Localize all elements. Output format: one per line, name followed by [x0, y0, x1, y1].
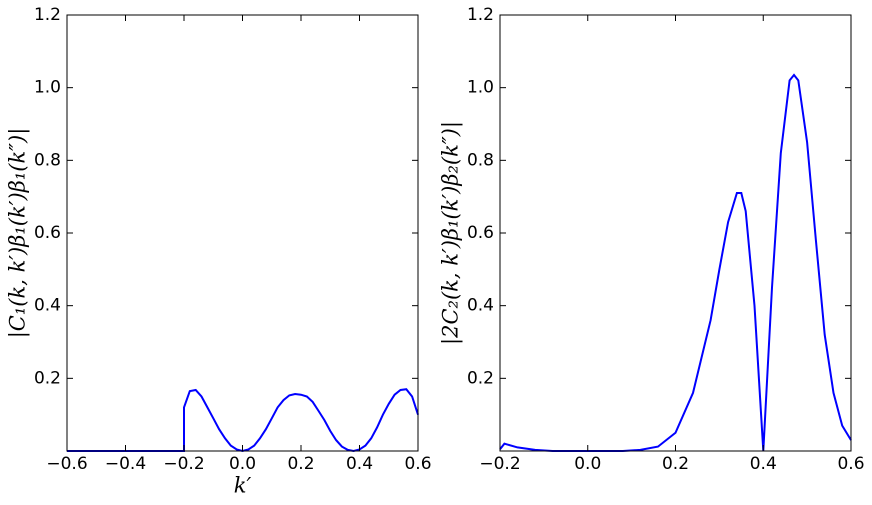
y-tick-label: 0.4 — [34, 296, 61, 316]
y-tick-label: 0.8 — [34, 150, 61, 170]
x-tick-label: 0.6 — [404, 454, 431, 474]
y-tick-label: 0.2 — [34, 368, 61, 388]
y-tick-label: 0.8 — [467, 150, 494, 170]
x-tick-label: 0.6 — [837, 454, 864, 474]
plot-frame — [66, 14, 419, 452]
y-tick-label: 0.6 — [467, 223, 494, 243]
x-tick-label: −0.4 — [105, 454, 146, 474]
data-line — [67, 388, 419, 453]
x-tick-label: −0.2 — [163, 454, 204, 474]
x-tick-label: 0.0 — [574, 454, 601, 474]
y-tick-label: 1.0 — [34, 78, 61, 98]
y-tick-label: 1.2 — [34, 5, 61, 25]
y-axis-label: |C₁(k, k′)β₁(k′)β₁(k″)| — [6, 128, 31, 339]
x-tick-label: 0.4 — [750, 454, 777, 474]
data-line — [499, 73, 852, 452]
y-tick-label: 1.0 — [467, 78, 494, 98]
x-tick-label: 0.2 — [287, 454, 314, 474]
y-axis-label: |2C₂(k, k′)β₁(k′)β₂(k″)| — [439, 121, 464, 345]
y-tick-label: 0.6 — [34, 223, 61, 243]
x-axis-label: k′ — [234, 474, 252, 498]
y-tick-label: 0.4 — [467, 296, 494, 316]
x-tick-label: −0.2 — [479, 454, 520, 474]
x-tick-label: 0.4 — [346, 454, 373, 474]
x-tick-label: 0.2 — [662, 454, 689, 474]
x-tick-label: 0.0 — [229, 454, 256, 474]
y-tick-label: 0.2 — [467, 368, 494, 388]
x-tick-label: −0.6 — [46, 454, 87, 474]
y-tick-label: 1.2 — [467, 5, 494, 25]
